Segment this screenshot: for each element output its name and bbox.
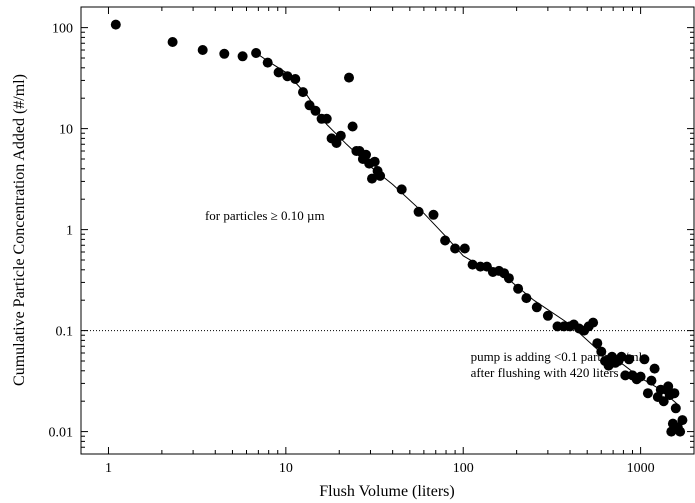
annotation-pump-line-2: after flushing with 420 liters [471,365,619,380]
x-tick-label: 100 [453,461,474,476]
data-point [649,363,660,374]
plot-frame [80,6,695,455]
data-point [663,381,674,392]
data-point [639,354,650,365]
data-point [542,310,553,321]
data-point [624,354,634,365]
data-point [635,371,646,382]
data-point [459,243,470,254]
data-point [344,72,354,83]
y-tick-label: 0.1 [56,325,74,340]
data-point [588,317,599,328]
data-points [110,19,688,437]
data-point [347,121,358,132]
data-point [413,206,424,217]
data-point [219,48,230,59]
data-point [361,149,371,160]
data-point [467,259,478,270]
data-point [450,243,461,254]
data-point [310,105,321,116]
data-point [290,74,301,84]
data-point [197,45,208,55]
y-tick-label: 1 [66,224,73,239]
data-point [335,130,346,141]
data-point [658,396,669,407]
data-point [110,19,121,30]
data-point [592,338,603,349]
data-point [321,113,332,124]
data-point [298,87,308,98]
data-point [513,283,524,294]
data-point [646,375,657,386]
data-point [237,51,248,62]
data-point [331,138,342,148]
x-axis-title: Flush Volume (liters) [319,483,454,500]
data-point [369,156,380,167]
x-tick-label: 1 [105,461,112,476]
y-tick-label: 100 [52,22,73,37]
data-point [396,184,407,195]
data-point [596,346,607,357]
data-point [440,235,451,246]
x-tick-label: 1000 [627,461,655,476]
data-point [642,388,653,399]
annotation-pump-line-1: pump is adding <0.1 particles/ml [471,349,643,364]
data-point [428,209,439,220]
data-point [620,370,631,381]
data-point [677,415,688,426]
data-point [375,170,386,181]
data-point [251,48,262,58]
data-point [670,403,681,414]
y-tick-label: 0.01 [49,426,74,441]
data-point [503,273,514,284]
data-point [282,71,293,82]
data-point [167,37,178,47]
y-axis: 0.01 0.1 1 10 100 [49,22,694,455]
y-axis-title: Cumulative Particle Concentration Added … [11,74,28,386]
data-point [273,67,284,78]
data-point [521,293,532,304]
data-point [262,57,273,68]
data-point [675,426,686,437]
data-point [531,302,542,313]
x-tick-label: 10 [279,461,293,476]
annotation-particle-size: for particles ≥ 0.10 µm [205,208,325,223]
data-point [367,173,377,184]
y-tick-label: 10 [59,123,73,138]
x-axis: 1 10 100 1000 [105,7,695,476]
data-point [669,388,680,399]
